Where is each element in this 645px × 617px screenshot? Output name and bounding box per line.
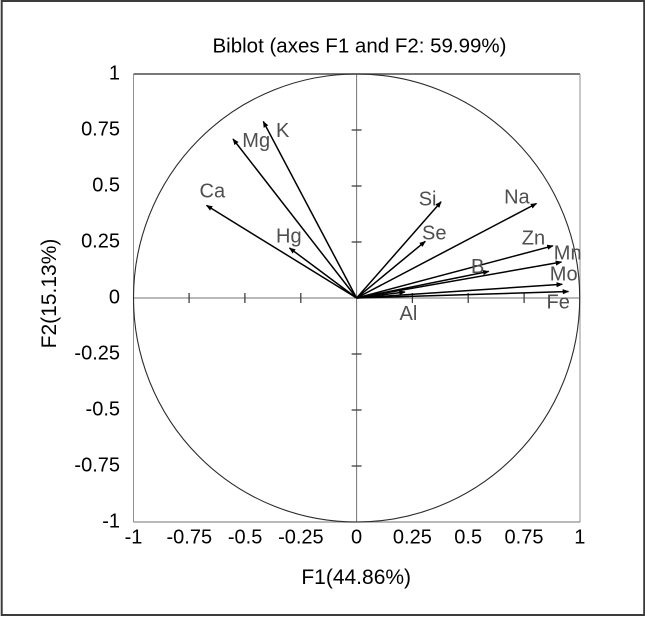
svg-text:F2(15.13%): F2(15.13%) (38, 239, 61, 349)
svg-text:0.25: 0.25 (81, 231, 120, 253)
svg-text:-0.25: -0.25 (74, 343, 120, 365)
svg-text:0.5: 0.5 (92, 175, 120, 197)
svg-text:0: 0 (109, 287, 120, 309)
svg-text:1: 1 (574, 527, 585, 549)
svg-text:-0.5: -0.5 (86, 399, 120, 421)
svg-text:Ca: Ca (200, 180, 226, 202)
svg-text:B: B (471, 256, 484, 278)
svg-text:1: 1 (109, 63, 120, 85)
svg-text:Mg: Mg (242, 130, 270, 152)
svg-text:Hg: Hg (276, 226, 302, 248)
svg-text:Zn: Zn (522, 228, 545, 250)
svg-text:K: K (276, 120, 290, 142)
svg-text:Na: Na (504, 187, 530, 209)
svg-text:0.75: 0.75 (81, 119, 120, 141)
svg-text:-1: -1 (125, 527, 143, 549)
svg-text:Fe: Fe (547, 292, 570, 314)
svg-text:-1: -1 (102, 511, 120, 533)
svg-text:-0.75: -0.75 (74, 455, 120, 477)
svg-text:0.25: 0.25 (393, 527, 432, 549)
svg-text:-0.25: -0.25 (278, 527, 324, 549)
svg-text:-0.75: -0.75 (167, 527, 213, 549)
svg-text:F1(44.86%): F1(44.86%) (301, 566, 411, 589)
svg-text:0.75: 0.75 (505, 527, 544, 549)
svg-text:0: 0 (351, 527, 362, 549)
svg-text:Mn: Mn (554, 242, 582, 264)
svg-text:Al: Al (400, 303, 418, 325)
svg-text:Se: Se (422, 223, 446, 245)
svg-text:-0.5: -0.5 (228, 527, 262, 549)
svg-text:Biblot (axes F1 and F2: 59.99%: Biblot (axes F1 and F2: 59.99%) (213, 35, 507, 58)
svg-text:Mo: Mo (550, 263, 578, 285)
svg-text:0.5: 0.5 (454, 527, 482, 549)
svg-text:Si: Si (419, 189, 437, 211)
